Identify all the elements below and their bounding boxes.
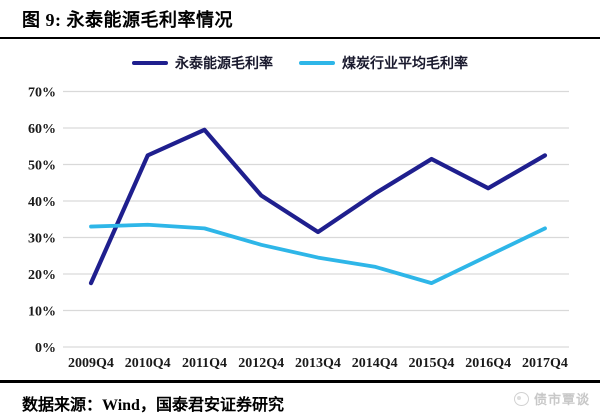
svg-text:2013Q4: 2013Q4 (295, 356, 341, 371)
figure-title: 图 9: 永泰能源毛利率情况 (22, 10, 233, 30)
legend-line-swatch-cyan (299, 61, 335, 65)
watermark-label: 债市覃谈 (533, 392, 590, 407)
svg-text:40%: 40% (28, 195, 56, 210)
chart-area: 0% 10% 20% 30% 40% 50% 60% 70% 2009Q4 2010Q4 2011Q… (0, 74, 600, 374)
legend-label-coal-industry: 煤炭行业平均毛利率 (342, 57, 468, 72)
svg-text:0%: 0% (35, 341, 56, 356)
data-source-note: 数据来源：Wind，国泰君安证券研究 (22, 397, 284, 414)
watermark: 债市覃谈 (513, 389, 590, 408)
svg-text:2017Q4: 2017Q4 (522, 356, 568, 371)
legend-item-coal-industry: 煤炭行业平均毛利率 (299, 53, 468, 73)
watermark-logo-icon (513, 391, 529, 406)
svg-text:2012Q4: 2012Q4 (238, 356, 284, 371)
legend-label-yongtai: 永泰能源毛利率 (175, 57, 273, 72)
figure-title-bar: 图 9: 永泰能源毛利率情况 (0, 0, 600, 39)
legend-line-swatch-navy (132, 61, 168, 65)
chart-legend: 永泰能源毛利率 煤炭行业平均毛利率 (0, 54, 600, 72)
svg-text:2011Q4: 2011Q4 (182, 356, 227, 371)
line-chart: 0% 10% 20% 30% 40% 50% 60% 70% 2009Q4 2010Q4 2011Q… (28, 86, 569, 371)
svg-text:50%: 50% (28, 159, 56, 174)
legend-item-yongtai: 永泰能源毛利率 (132, 53, 273, 73)
svg-text:2010Q4: 2010Q4 (125, 356, 171, 371)
bottom-divider (0, 380, 600, 383)
svg-text:10%: 10% (28, 305, 56, 320)
svg-text:60%: 60% (28, 122, 56, 137)
svg-text:2014Q4: 2014Q4 (352, 356, 398, 371)
svg-text:20%: 20% (28, 268, 56, 283)
svg-text:2015Q4: 2015Q4 (409, 356, 455, 371)
footer: 数据来源：Wind，国泰君安证券研究 债市覃谈 (0, 391, 600, 415)
svg-text:2009Q4: 2009Q4 (68, 356, 114, 371)
svg-text:30%: 30% (28, 232, 56, 247)
svg-text:70%: 70% (28, 86, 56, 101)
svg-text:2016Q4: 2016Q4 (465, 356, 511, 371)
